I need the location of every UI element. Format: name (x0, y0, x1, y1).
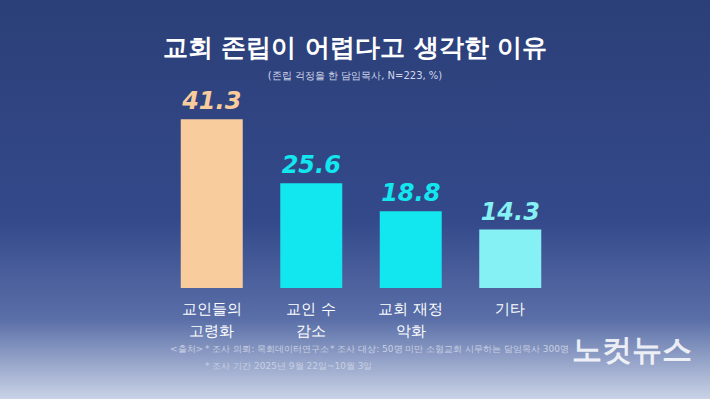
svg-text:감소: 감소 (296, 322, 326, 340)
svg-text:교인 수: 교인 수 (286, 300, 336, 318)
svg-text:25.6: 25.6 (282, 151, 341, 179)
svg-text:41.3: 41.3 (181, 87, 241, 115)
svg-text:* 조사 대상: 50명 미만 소형교회 시무하는 담임목사: * 조사 대상: 50명 미만 소형교회 시무하는 담임목사 300명 (330, 344, 569, 354)
svg-text:* 조사 기간 2025년 9월 22일~10월 3일: * 조사 기간 2025년 9월 22일~10월 3일 (205, 361, 372, 371)
svg-text:교회 재정: 교회 재정 (378, 300, 443, 318)
svg-text:노컷뉴스: 노컷뉴스 (572, 332, 692, 367)
svg-text:기타: 기타 (495, 300, 525, 318)
svg-text:* 조사 의뢰: 목회데이터연구소: * 조사 의뢰: 목회데이터연구소 (205, 344, 329, 354)
svg-text:18.8: 18.8 (381, 179, 440, 207)
svg-text:교인들의: 교인들의 (182, 300, 242, 318)
svg-text:14.3: 14.3 (481, 198, 540, 226)
svg-text:<출처>: <출처> (170, 344, 203, 354)
svg-text:고령화: 고령화 (189, 322, 234, 340)
svg-text:악화: 악화 (396, 322, 426, 340)
svg-text:교회 존립이 어렵다고 생각한 이유: 교회 존립이 어렵다고 생각한 이유 (163, 33, 548, 62)
svg-text:(존립 걱정을 한 담임목사, N=223, %): (존립 걱정을 한 담임목사, N=223, %) (268, 70, 443, 81)
